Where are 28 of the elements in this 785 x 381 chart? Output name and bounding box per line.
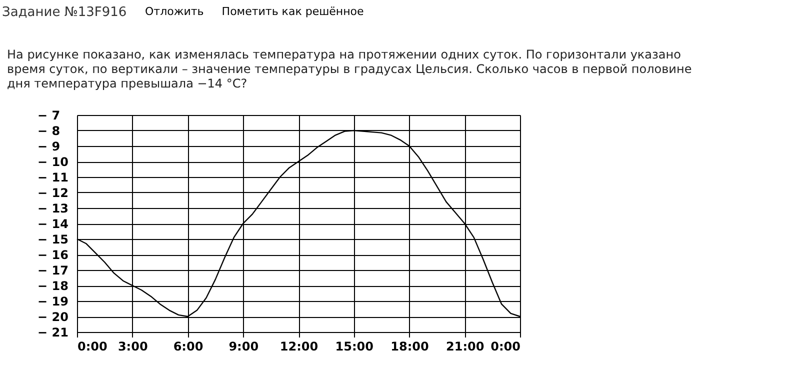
y-tick-label: − 8 [38,124,60,138]
y-tick-label: − 11 [38,170,68,184]
y-tick-label: − 18 [38,279,68,293]
x-tick-label: 0:00 [490,340,520,354]
y-tick-label: − 13 [38,202,68,216]
y-tick-label: − 10 [38,155,68,169]
y-tick-label: − 12 [38,186,68,200]
y-tick-label: − 14 [38,217,68,231]
x-tick-label: 21:00 [446,340,484,354]
y-tick-label: − 15 [38,232,68,246]
text: Отложить [145,5,204,18]
y-tick-label: − 17 [38,264,68,278]
y-tick-label: − 21 [38,326,68,340]
chart-subtitle: На рисунке показано, как изменялась температура на протяжении одних суток. По горизонтали указано время суток, по вертикали – значение температуры в градусах Цельсия. Сколько часов в первой половине дня температура превышала −14 °C? [7,47,692,91]
y-tick-label: − 20 [38,310,68,324]
text: Пометить как решённое [222,5,364,18]
y-tick-label: − 7 [38,108,60,122]
y-tick-label: − 9 [38,140,60,154]
x-tick-label: 0:00 [78,340,108,354]
y-tick-label: − 16 [38,248,68,262]
y-tick-label: − 19 [38,294,68,308]
x-tick-label: 18:00 [390,340,429,354]
x-tick-label: 12:00 [280,340,318,354]
x-tick-label: 3:00 [118,340,148,354]
chart-title: Задание №13F916 [2,5,127,20]
x-tick-label: 15:00 [335,340,374,354]
x-tick-label: 6:00 [173,340,204,354]
x-tick-label: 9:00 [228,340,259,354]
